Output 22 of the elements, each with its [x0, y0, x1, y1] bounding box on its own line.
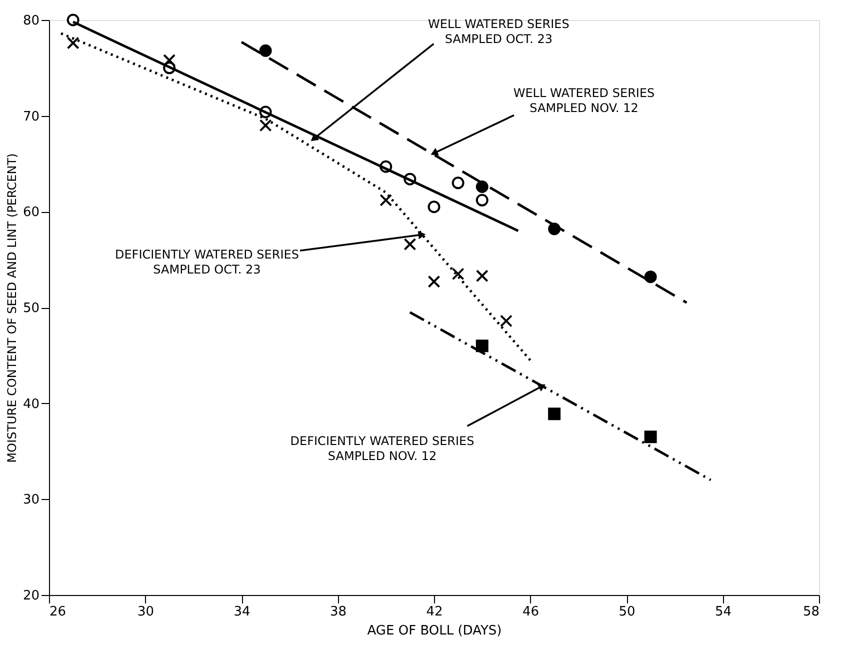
x-tick-label: 34: [234, 604, 250, 620]
x-tick-label: 46: [522, 604, 540, 620]
y-tick-label: 80: [22, 14, 40, 28]
annotation: WELL WATERED SERIES SAMPLED NOV. 12: [513, 86, 655, 116]
x-tick-label: 42: [426, 604, 443, 620]
annotation: DEFICIENTLY WATERED SERIES SAMPLED OCT. 23: [114, 248, 299, 277]
x-tick-label: 50: [618, 604, 636, 620]
x-tick-label: 58: [802, 604, 820, 620]
y-tick-label: 40: [22, 396, 40, 412]
y-tick-label: 50: [22, 301, 40, 316]
x-tick-label: 54: [714, 604, 732, 620]
x-tick-label: 30: [137, 604, 154, 620]
y-tick-label: 60: [22, 205, 40, 220]
annotation: DEFICIENTLY WATERED SERIES SAMPLED NOV. 12: [290, 434, 474, 464]
x-tick-label: 26: [50, 604, 66, 620]
x-axis-title: AGE OF BOLL (DAYS): [367, 624, 502, 638]
x-tick-label: 38: [330, 604, 347, 620]
y-tick-label: 30: [22, 492, 40, 508]
y-tick-label: 70: [22, 109, 40, 124]
y-tick-label: 20: [22, 588, 40, 604]
y-axis-title: MOISTURE CONTENT OF SEED AND LINT (PERCENT): [4, 153, 19, 463]
annotation: WELL WATERED SERIES SAMPLED OCT. 23: [428, 16, 570, 46]
